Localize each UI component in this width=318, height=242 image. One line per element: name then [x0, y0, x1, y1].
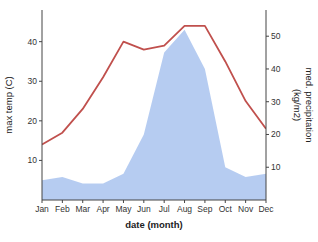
x-tick	[82, 200, 83, 203]
x-tick-label: Apr	[96, 204, 109, 214]
x-tick-label: Aug	[177, 204, 192, 214]
y2-tick-label: 30	[271, 97, 281, 107]
y2-tick	[266, 101, 269, 102]
y-tick	[39, 120, 42, 121]
x-tick	[266, 200, 267, 203]
x-tick	[62, 200, 63, 203]
x-tick-label: May	[115, 204, 132, 214]
y2-axis-label-line: (kg/m2)	[292, 89, 303, 121]
x-axis-label: date (month)	[125, 219, 183, 230]
y-tick	[39, 160, 42, 161]
x-axis-line	[42, 200, 266, 201]
x-tick	[42, 200, 43, 203]
y-tick-label: 10	[28, 155, 38, 165]
x-tick-label: Feb	[55, 204, 70, 214]
x-tick	[103, 200, 104, 203]
y2-axis-line	[266, 10, 267, 200]
y2-tick-label: 50	[271, 31, 281, 41]
y-tick-label: 20	[28, 116, 38, 126]
x-tick	[143, 200, 144, 203]
y2-axis-label-line: med. precipitation	[304, 68, 315, 143]
area	[42, 30, 266, 200]
x-tick-label: Mar	[75, 204, 90, 214]
y2-tick-label: 40	[271, 64, 281, 74]
y-tick	[39, 41, 42, 42]
y2-tick	[266, 134, 269, 135]
line	[42, 26, 266, 145]
y2-tick	[266, 167, 269, 168]
x-tick	[225, 200, 226, 203]
y-tick-label: 40	[28, 37, 38, 47]
x-tick	[184, 200, 185, 203]
x-tick-label: Oct	[219, 204, 233, 214]
marks	[42, 26, 266, 200]
y-tick-label: 30	[28, 76, 38, 86]
x-tick-label: Dec	[258, 204, 274, 214]
y2-axis-label: med. precipitation(kg/m2)	[292, 68, 314, 143]
y2-tick	[266, 36, 269, 37]
y2-tick	[266, 68, 269, 69]
x-tick-label: Jun	[137, 204, 151, 214]
x-tick	[245, 200, 246, 203]
y-axis-label: max temp (C)	[3, 76, 14, 134]
x-tick-label: Nov	[238, 204, 254, 214]
x-tick	[204, 200, 205, 203]
y-tick	[39, 81, 42, 82]
y-axis-line	[42, 10, 43, 200]
chart: Jan Feb Mar Apr May Jun Jul Aug Sep Oct Nov Dec 10 20…	[0, 0, 318, 242]
y2-tick-label: 20	[271, 129, 281, 139]
x-tick	[123, 200, 124, 203]
x-tick-label: Sep	[197, 204, 212, 214]
x-tick-label: Jul	[159, 204, 170, 214]
y2-tick-label: 10	[271, 162, 281, 172]
x-tick-label: Jan	[35, 204, 49, 214]
x-tick	[164, 200, 165, 203]
